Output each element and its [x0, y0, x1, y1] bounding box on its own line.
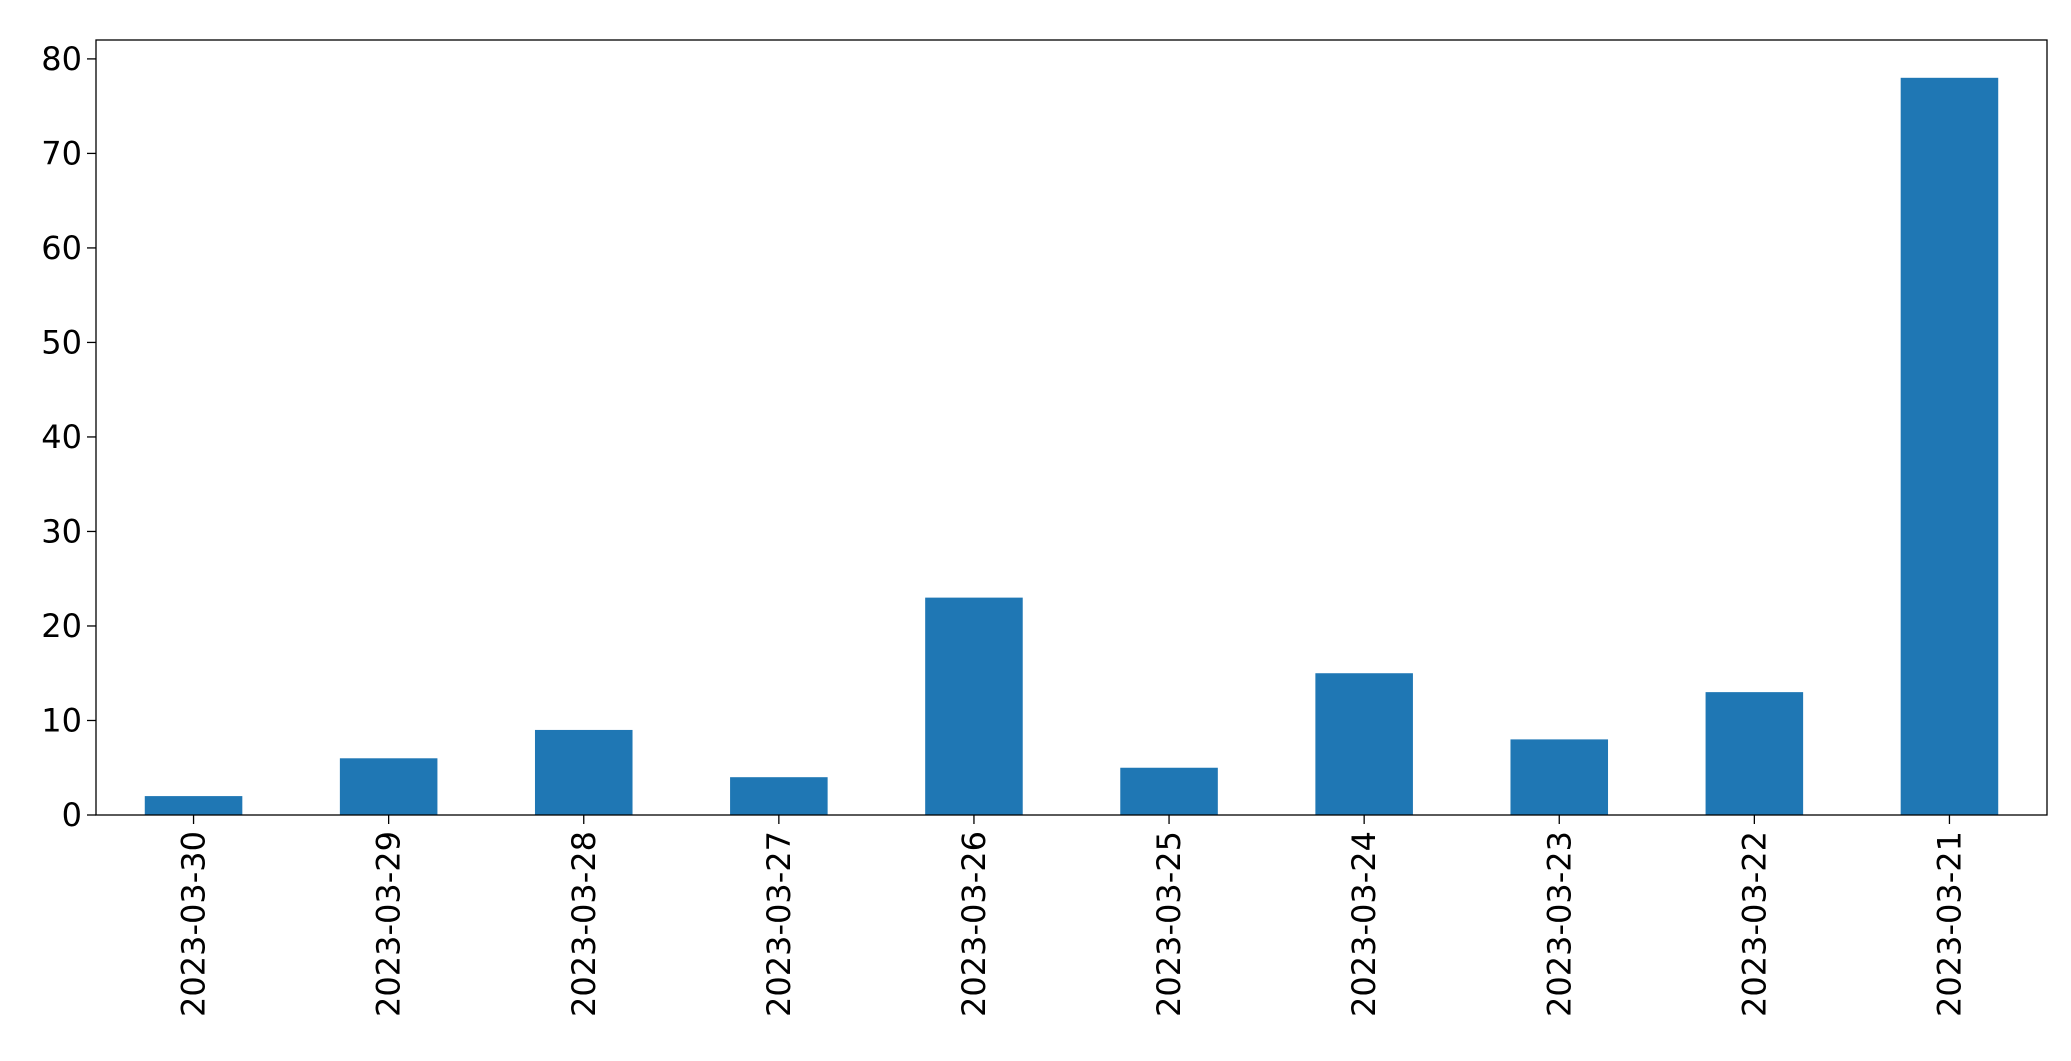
y-tick-label: 10 — [41, 701, 82, 739]
y-tick-label: 40 — [41, 418, 82, 456]
y-tick-label: 20 — [41, 607, 82, 645]
bar — [534, 729, 633, 815]
y-tick-label: 30 — [41, 512, 82, 550]
bar — [925, 597, 1023, 815]
y-tick-label: 50 — [41, 323, 82, 361]
x-tick-label: 2023-03-22 — [1735, 831, 1773, 1017]
y-tick-label: 0 — [62, 796, 82, 834]
x-tick-label: 2023-03-30 — [175, 831, 213, 1017]
x-tick-label: 2023-03-28 — [565, 831, 603, 1017]
bar — [1900, 77, 1999, 816]
bar — [1705, 692, 1804, 815]
bar — [1120, 767, 1218, 815]
x-tick-label: 2023-03-25 — [1150, 831, 1188, 1017]
x-tick-label: 2023-03-26 — [955, 831, 993, 1017]
y-tick-label: 80 — [41, 40, 82, 78]
x-tick-label: 2023-03-29 — [370, 831, 408, 1017]
y-tick-label: 60 — [41, 229, 82, 267]
bar — [1315, 673, 1413, 815]
bar — [730, 777, 828, 815]
x-tick-label: 2023-03-27 — [760, 831, 798, 1017]
bar — [339, 758, 438, 815]
x-tick-label: 2023-03-21 — [1930, 831, 1968, 1017]
plot-frame — [95, 39, 2048, 816]
bar — [144, 796, 243, 815]
x-tick-label: 2023-03-23 — [1540, 831, 1578, 1017]
bar — [1510, 739, 1609, 815]
y-tick-label: 70 — [41, 134, 82, 172]
x-tick-label: 2023-03-24 — [1345, 831, 1383, 1017]
